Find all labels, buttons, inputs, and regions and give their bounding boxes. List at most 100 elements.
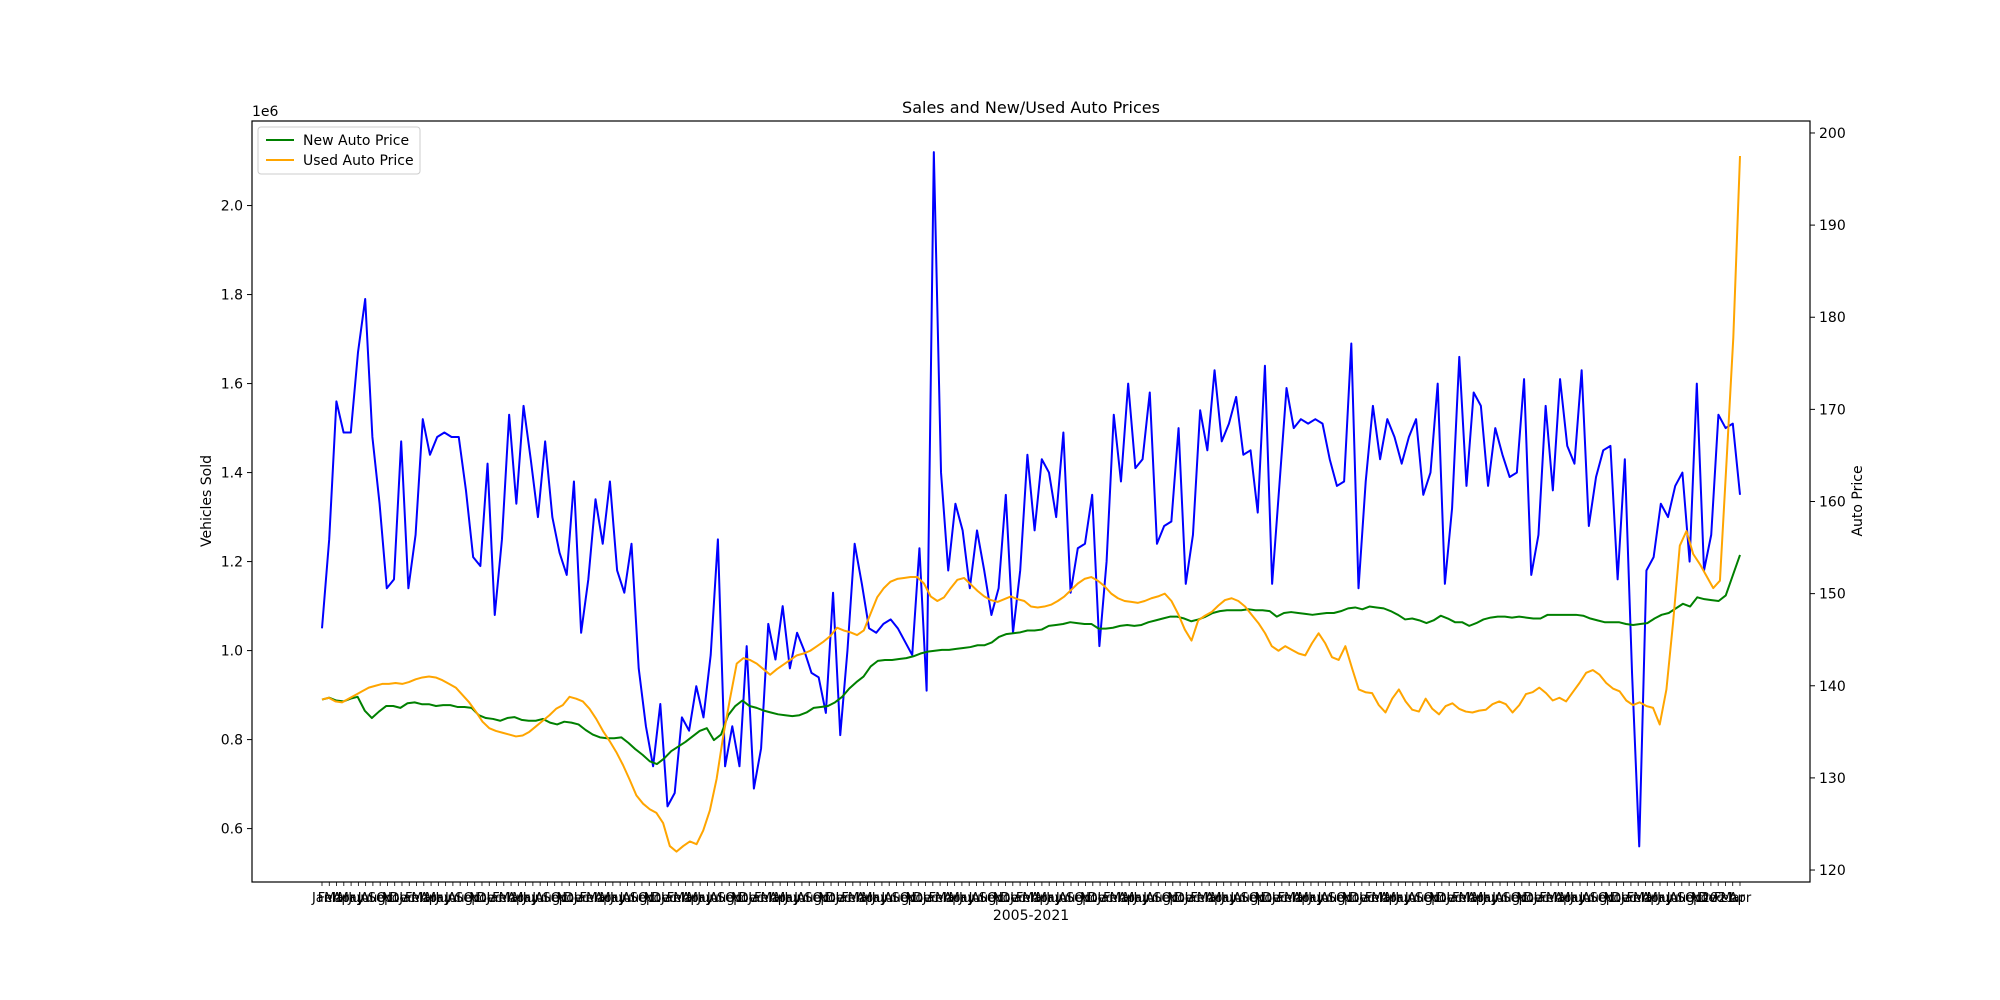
x-tick-label: Jul (706, 891, 723, 906)
x-tick-label: Feb (667, 891, 690, 906)
right-y-tick-label: 200 (1819, 126, 1846, 142)
right-y-tick-label: 160 (1819, 495, 1846, 511)
x-tick-label: Oct (1685, 891, 1707, 906)
x-tick-label: Aug (1582, 891, 1607, 906)
x-tick-label: Jul (1142, 891, 1159, 906)
x-tick-label: Sep (1590, 891, 1615, 906)
x-tick-label: Sep (804, 891, 829, 906)
x-tick-label: Apr (333, 891, 356, 906)
x-tick-label: Apr (682, 891, 705, 906)
left-y-axis-label: Vehicles Sold (199, 455, 215, 547)
x-tick-label: Jun (871, 891, 892, 906)
x-tick-label: Jul (1055, 891, 1072, 906)
right-y-tick-label: 140 (1819, 679, 1846, 695)
x-tick-label: Oct (813, 891, 835, 906)
x-tick-label: Feb (1190, 891, 1213, 906)
x-tick-label: Apr (856, 891, 879, 906)
x-tick-label: May (1036, 891, 1063, 906)
right-y-tick-label: 150 (1819, 587, 1846, 603)
x-tick-label: Mar (1633, 891, 1658, 906)
x-tick-label: Apr (1467, 891, 1490, 906)
x-tick-label: Jul (880, 891, 897, 906)
x-tick-label: Dec (1698, 891, 1723, 906)
x-tick-label: Jan (311, 891, 332, 906)
x-tick-label: Jul (1578, 891, 1595, 906)
x-tick-label: Apr (1554, 891, 1577, 906)
x-tick-label: Jan (1620, 891, 1641, 906)
x-tick-label: Feb (1627, 891, 1650, 906)
x-tick-label: Jul (531, 891, 548, 906)
x-tick-label: Aug (971, 891, 996, 906)
x-tick-label: Dec (738, 891, 763, 906)
x-tick-label: Nov (1429, 891, 1455, 906)
x-tick-label: May (1472, 891, 1499, 906)
x-tick-label: Sep (1677, 891, 1702, 906)
x-tick-label: Mar (1371, 891, 1396, 906)
x-tick-label: Mar (673, 891, 698, 906)
x-tick-label: Aug (884, 891, 909, 906)
x-tick-label: Mar (935, 891, 960, 906)
x-tick-label: Oct (551, 891, 573, 906)
x-tick-label: Jan (485, 891, 506, 906)
x-tick-label: Feb (841, 891, 864, 906)
x-tick-label: Jul (1317, 891, 1334, 906)
x-tick-label: Nov (818, 891, 844, 906)
x-tick-label: Jun (1133, 891, 1154, 906)
x-tick-label: Mar (761, 891, 786, 906)
x-tick-label: Jul (968, 891, 985, 906)
x-tick-label: Nov (1342, 891, 1368, 906)
left-y-tick-label: 1.4 (221, 466, 243, 482)
x-tick-label: Jun (609, 891, 630, 906)
plot-lines (321, 151, 1741, 853)
x-tick-label: Oct (725, 891, 747, 906)
x-tick-label: May (338, 891, 365, 906)
series-line-used-auto-price (321, 155, 1741, 853)
x-tick-label: May (1298, 891, 1325, 906)
right-y-tick-label: 180 (1819, 310, 1846, 326)
x-tick-label: Feb (1103, 891, 1126, 906)
x-tick-label: Mar (412, 891, 437, 906)
x-tick-label: Dec (389, 891, 414, 906)
x-tick-label: Aug (1669, 891, 1694, 906)
x-tick-label: Oct (1249, 891, 1271, 906)
x-tick-label: May (948, 891, 975, 906)
x-tick-label: Feb (1539, 891, 1562, 906)
left-y-tick-label: 0.6 (221, 822, 243, 838)
x-tick-label: Dec (1349, 891, 1374, 906)
x-tick-label: Jun (1220, 891, 1241, 906)
x-tick-label: Dec (1262, 891, 1287, 906)
x-tick-label: Aug (1058, 891, 1083, 906)
x-tick-label: Feb (405, 891, 428, 906)
x-tick-label: Oct (1511, 891, 1533, 906)
x-tick-label: Nov (557, 891, 583, 906)
x-tick-label: Oct (638, 891, 660, 906)
x-tick-label: Jan (835, 891, 856, 906)
x-tick-label: Oct (376, 891, 398, 906)
x-tick-label: Sep (368, 891, 393, 906)
x-tick-label: Dec (651, 891, 676, 906)
legend: New Auto Price Used Auto Price (257, 126, 421, 175)
x-tick-label: Feb (1365, 891, 1388, 906)
x-tick-label: Jul (793, 891, 810, 906)
x-tick-label: Aug (797, 891, 822, 906)
x-tick-label: Jul (357, 891, 374, 906)
left-y-tick-label: 0.8 (221, 733, 243, 749)
x-tick-label: Jul (1491, 891, 1508, 906)
x-tick-label: Mar (1284, 891, 1309, 906)
x-tick-label: Apr (769, 891, 792, 906)
x-tick-label: Dec (826, 891, 851, 906)
right-y-tick-label: 130 (1819, 771, 1846, 787)
x-tick-label: Jan (660, 891, 681, 906)
x-tick-label: Sep (979, 891, 1004, 906)
x-tick-label: Nov (1167, 891, 1193, 906)
x-tick-label: Jun (1394, 891, 1415, 906)
x-tick-label: Aug (1320, 891, 1345, 906)
x-tick-label: Nov (1255, 891, 1281, 906)
x-tick-label: Sep (542, 891, 567, 906)
x-tick-label: Feb (1714, 891, 1737, 906)
x-tick-label: Oct (1423, 891, 1445, 906)
x-tick-label: Nov (1604, 891, 1630, 906)
legend-box (257, 126, 421, 175)
x-tick-label: Dec (564, 891, 589, 906)
x-tick-label: Apr (1205, 891, 1228, 906)
